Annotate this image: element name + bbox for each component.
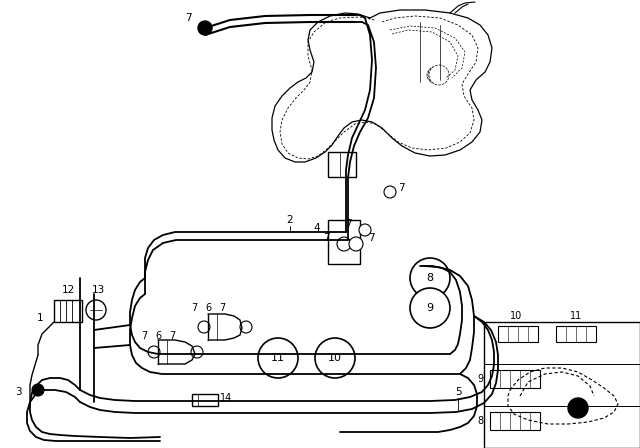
Circle shape [384, 186, 396, 198]
Text: 4: 4 [314, 223, 320, 233]
Circle shape [315, 338, 355, 378]
Text: 7: 7 [186, 13, 192, 23]
Text: 7: 7 [323, 233, 330, 243]
Circle shape [349, 237, 363, 251]
Text: 14: 14 [220, 393, 232, 403]
Bar [192, 394, 218, 406]
Text: 13: 13 [92, 285, 104, 295]
Text: 10: 10 [510, 311, 522, 321]
Bar [328, 220, 360, 264]
Circle shape [191, 346, 203, 358]
Circle shape [86, 300, 106, 320]
Bar [328, 152, 356, 177]
Circle shape [240, 321, 252, 333]
Circle shape [568, 398, 588, 418]
Circle shape [428, 66, 446, 84]
Text: 2: 2 [287, 215, 293, 225]
Circle shape [32, 384, 44, 396]
Bar [484, 322, 640, 448]
Text: 3: 3 [15, 387, 22, 397]
Text: 7: 7 [141, 331, 147, 341]
Circle shape [258, 338, 298, 378]
Circle shape [410, 258, 450, 298]
Bar [490, 412, 540, 430]
Text: 6: 6 [155, 331, 161, 341]
Text: 12: 12 [61, 285, 75, 295]
Text: 8: 8 [478, 416, 484, 426]
Text: 7: 7 [169, 331, 175, 341]
Circle shape [359, 224, 371, 236]
Text: 8: 8 [426, 273, 433, 283]
Text: 5: 5 [454, 387, 461, 397]
Text: 7: 7 [368, 233, 374, 243]
Text: 7: 7 [219, 303, 225, 313]
Text: 10: 10 [328, 353, 342, 363]
Circle shape [198, 21, 212, 35]
Bar [490, 370, 540, 388]
Text: 11: 11 [570, 311, 582, 321]
Text: 9: 9 [478, 374, 484, 384]
Text: 7: 7 [398, 183, 404, 193]
Text: 7: 7 [346, 219, 352, 229]
Bar [54, 300, 82, 322]
Text: 7: 7 [191, 303, 197, 313]
Circle shape [337, 237, 351, 251]
Text: 1: 1 [36, 313, 44, 323]
Text: 11: 11 [271, 353, 285, 363]
Circle shape [427, 67, 443, 83]
Bar [498, 326, 538, 342]
Circle shape [429, 65, 449, 85]
Circle shape [198, 321, 210, 333]
Circle shape [148, 346, 160, 358]
Circle shape [410, 288, 450, 328]
Text: 9: 9 [426, 303, 433, 313]
Text: 6: 6 [205, 303, 211, 313]
Bar [556, 326, 596, 342]
